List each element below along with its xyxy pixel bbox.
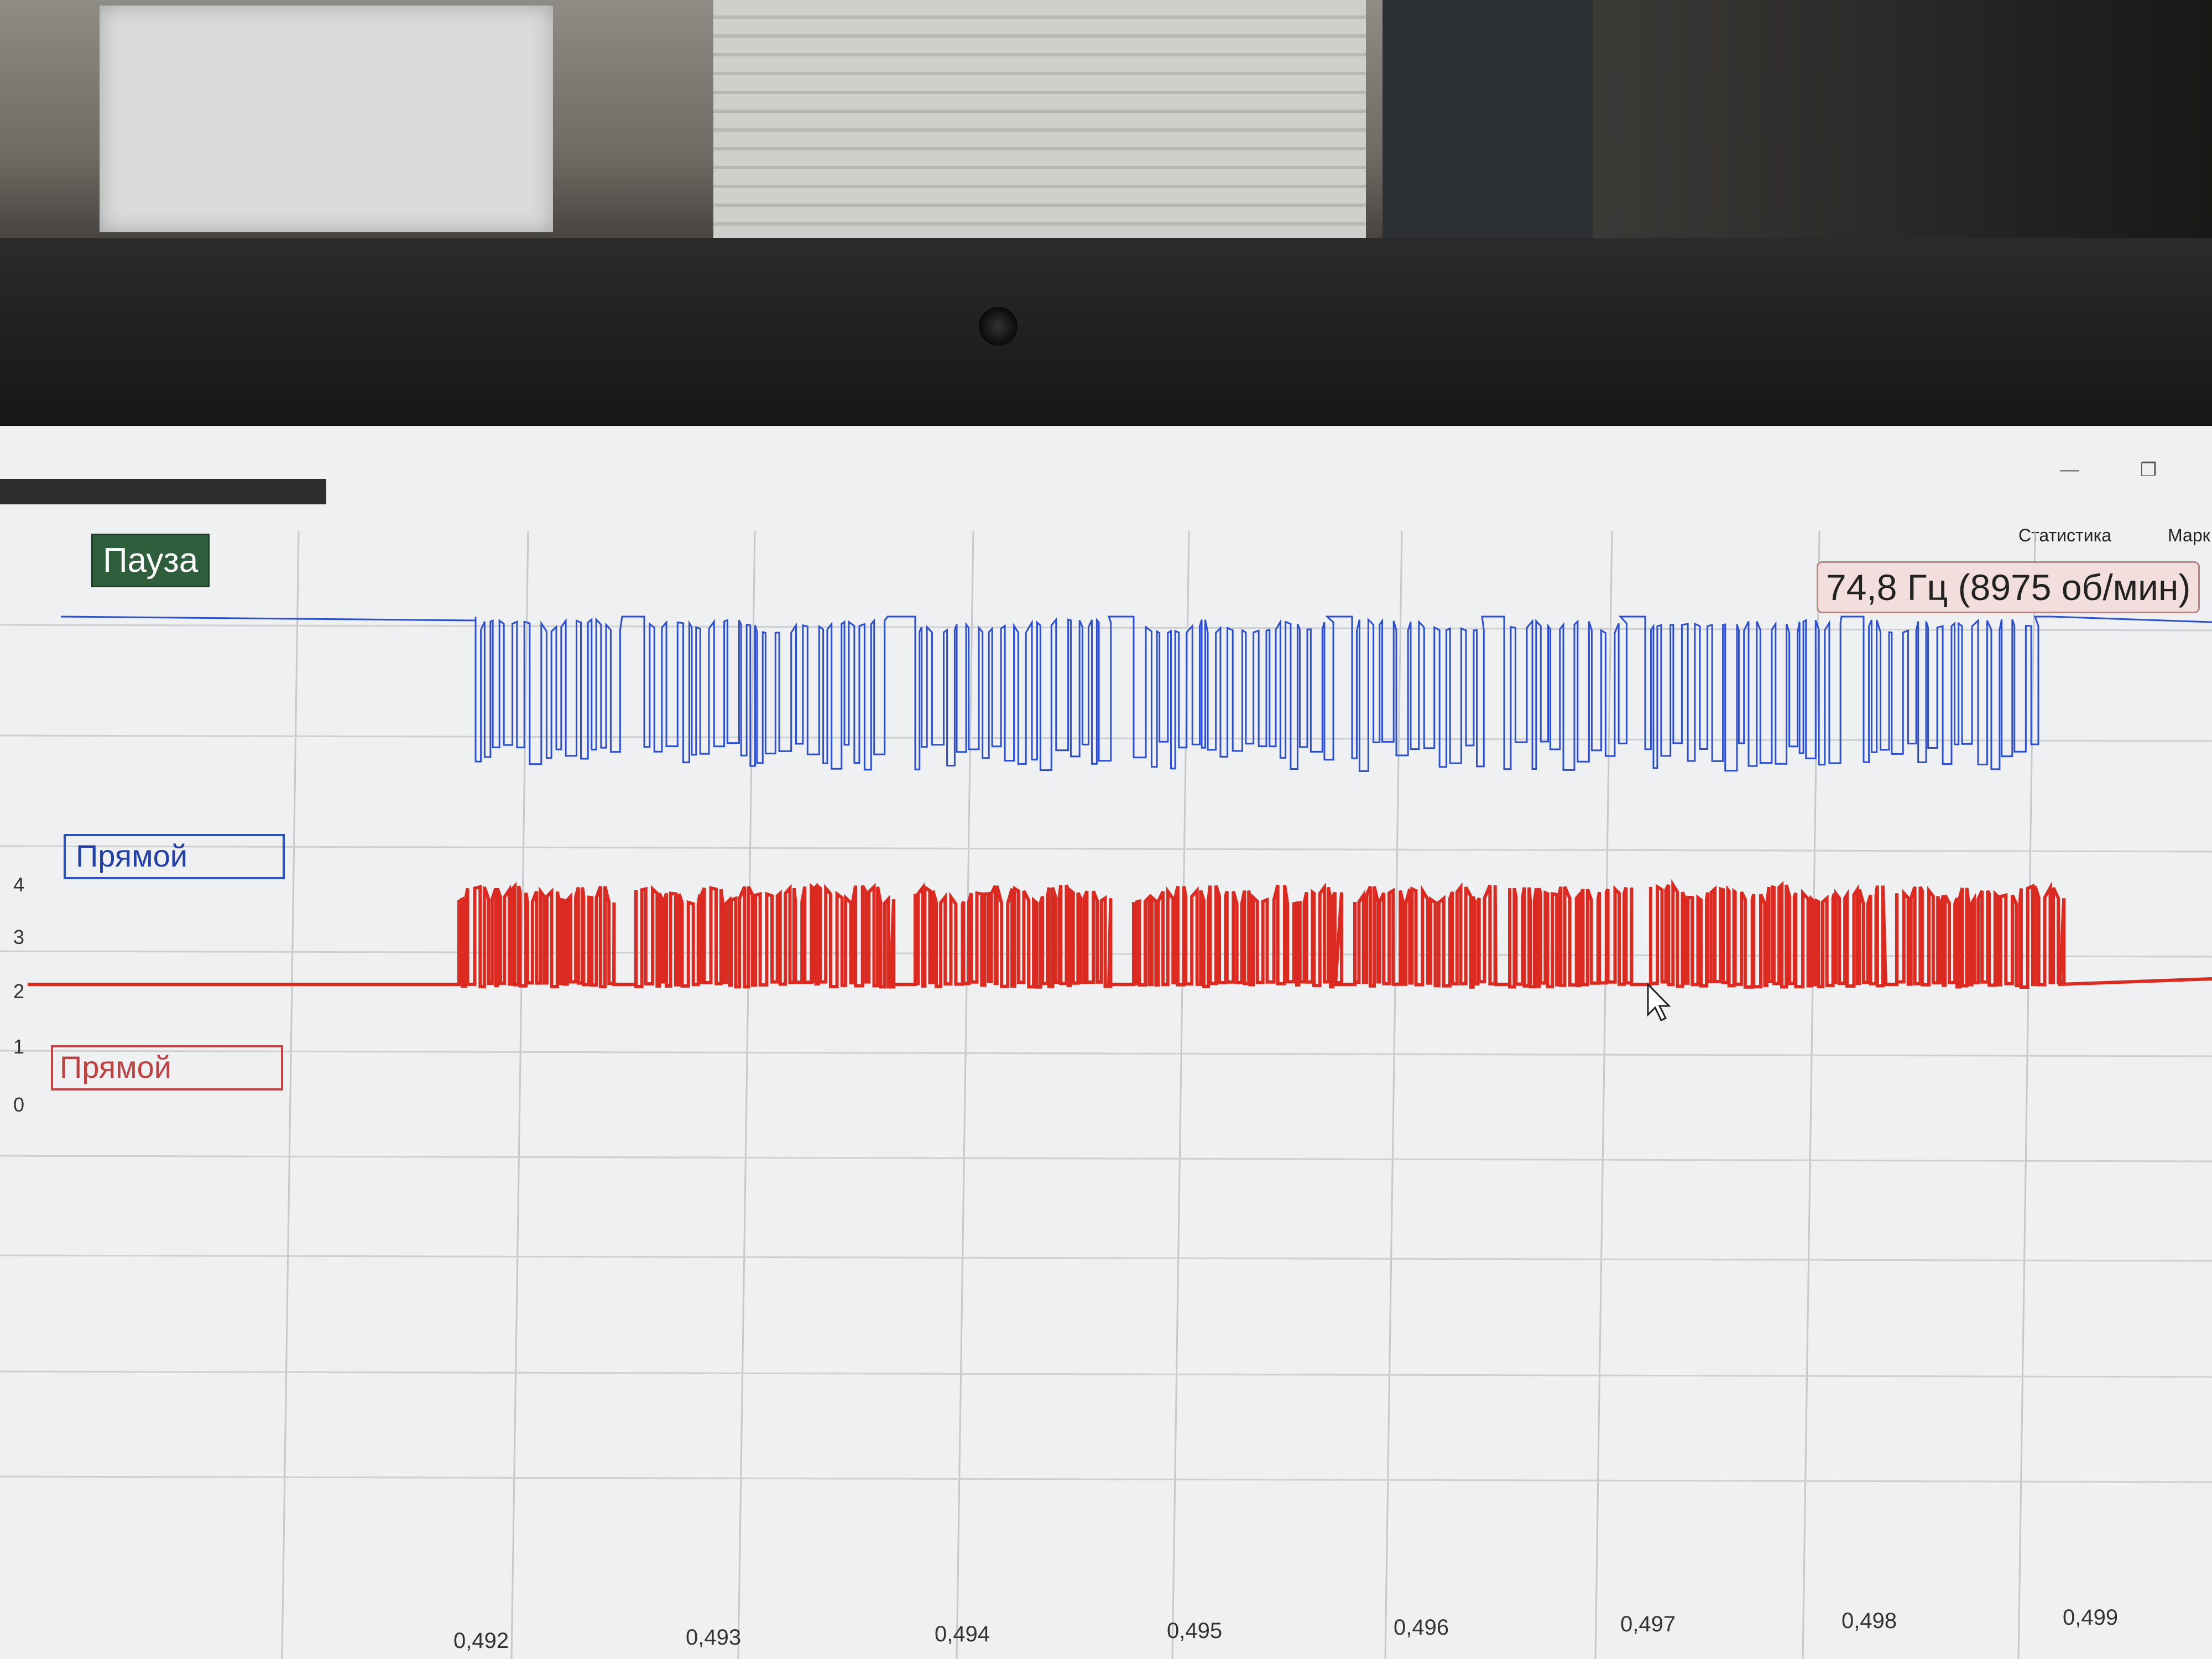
grid-vertical-line — [1594, 530, 1613, 1659]
channel-label-red[interactable]: Прямой — [51, 1045, 283, 1091]
red-channel-waveform — [28, 879, 2212, 989]
y-tick-label: 4 — [13, 873, 24, 896]
pause-button[interactable]: Пауза — [91, 534, 210, 587]
frequency-readout: 74,8 Гц (8975 об/мин) — [1817, 561, 2200, 613]
toolbar-strip — [0, 479, 326, 504]
x-tick-label: 0,493 — [686, 1625, 741, 1650]
statistics-button[interactable]: Статистика — [2018, 525, 2112, 545]
red-channel-trace — [28, 879, 2212, 989]
mouse-pointer-icon — [1647, 982, 1671, 1022]
markers-button[interactable]: Марк — [2168, 525, 2210, 545]
blue-channel-trace — [60, 615, 2212, 772]
laptop-bezel — [0, 238, 2212, 437]
x-tick-label: 0,492 — [453, 1629, 509, 1653]
x-tick-label: 0,499 — [2063, 1605, 2118, 1630]
restore-icon[interactable]: ❐ — [2140, 460, 2157, 481]
grid-horizontal-line — [0, 734, 2212, 742]
x-axis-ticks: 0,492 0,493 0,494 0,495 0,496 0,497 0,498 0,499 — [453, 1605, 2118, 1653]
grid-vertical-line — [1384, 530, 1403, 1659]
grid-horizontal-line — [0, 1050, 2212, 1057]
roller-shutter — [713, 0, 1366, 254]
channel-label-blue[interactable]: Прямой — [64, 834, 285, 879]
grid-horizontal-line — [0, 1155, 2212, 1162]
grid-horizontal-line — [0, 1254, 2212, 1262]
minimize-icon[interactable]: — — [2060, 459, 2079, 480]
webcam-icon — [979, 307, 1018, 346]
grid-vertical-line — [1802, 530, 1820, 1659]
grid-vertical-line — [281, 530, 300, 1659]
grid-vertical-line — [956, 530, 974, 1659]
y-tick-label: 2 — [13, 980, 24, 1003]
y-tick-label: 1 — [13, 1035, 24, 1058]
x-tick-label: 0,498 — [1841, 1609, 1897, 1633]
grid-horizontal-line — [0, 845, 2212, 853]
blue-channel-waveform — [60, 615, 2212, 772]
y-tick-label: 3 — [13, 926, 24, 948]
y-axis-ticks: 4 3 2 1 0 — [13, 873, 24, 1116]
workshop-dark-area — [1593, 0, 2212, 260]
light-panel — [100, 6, 553, 232]
grid-vertical-line — [2017, 530, 2036, 1659]
y-tick-label: 0 — [13, 1093, 24, 1116]
grid-vertical-line — [737, 530, 756, 1659]
x-tick-label: 0,495 — [1167, 1619, 1222, 1643]
grid-horizontal-line — [0, 1475, 2212, 1483]
equipment-rack — [1383, 0, 1593, 260]
x-tick-label: 0,496 — [1394, 1615, 1449, 1640]
x-tick-label: 0,497 — [1620, 1612, 1676, 1636]
mouse-pointer-icon — [1647, 982, 1671, 1022]
grid-vertical-line — [510, 530, 529, 1659]
grid-horizontal-line — [0, 624, 2212, 632]
x-tick-label: 0,494 — [935, 1622, 990, 1646]
grid-horizontal-line — [0, 1370, 2212, 1378]
